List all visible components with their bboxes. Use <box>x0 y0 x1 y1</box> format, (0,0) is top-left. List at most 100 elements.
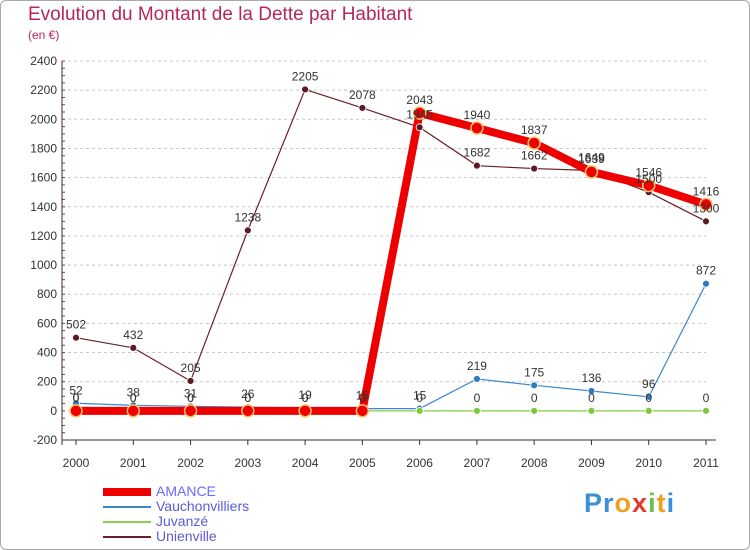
point-unienville <box>243 226 252 235</box>
data-label-unienville: 205 <box>181 361 201 375</box>
data-label-amance: 2043 <box>406 93 433 107</box>
data-label-unienville: 502 <box>66 318 86 332</box>
logo-letter: P <box>584 488 604 518</box>
legend-swatch <box>103 488 151 496</box>
data-label-juvanzé: 0 <box>130 391 137 405</box>
data-label-amance: 0 <box>130 391 137 405</box>
data-label-amance: 0 <box>244 391 251 405</box>
point-vauchonvilliers <box>644 392 653 401</box>
chart-unit: (en €) <box>28 28 60 42</box>
data-label-juvanzé: 0 <box>703 391 710 405</box>
proxiti-logo: Proxiti <box>584 488 675 519</box>
point-amance <box>699 197 713 212</box>
point-vauchonvilliers <box>473 375 481 383</box>
y-tick-label: 600 <box>37 316 57 330</box>
point-unienville <box>72 333 80 342</box>
x-tick-label: 2001 <box>120 456 147 470</box>
point-vauchonvilliers <box>702 279 710 288</box>
data-label-juvanzé: 0 <box>416 391 423 405</box>
data-label-unienville: 1682 <box>464 146 491 160</box>
point-amance <box>641 178 656 193</box>
y-tick-label: 1400 <box>30 200 57 214</box>
y-tick-label: 1600 <box>30 171 57 185</box>
y-tick-label: 1000 <box>30 258 57 272</box>
point-amance <box>584 165 599 179</box>
point-juvanzé <box>644 406 653 415</box>
data-label-unienville: 432 <box>123 328 143 342</box>
data-label-vauchonvilliers: 15 <box>413 389 427 403</box>
y-tick-label: 0 <box>50 404 57 418</box>
data-label-juvanzé: 0 <box>187 391 194 405</box>
data-label-vauchonvilliers: 38 <box>127 385 141 399</box>
point-amance <box>355 404 370 418</box>
y-tick-label: -200 <box>33 433 57 447</box>
point-amance <box>470 121 484 135</box>
legend-label: AMANCE <box>156 483 216 499</box>
data-label-juvanzé: 0 <box>645 391 652 405</box>
x-tick-label: 2010 <box>635 456 662 470</box>
logo-letter: t <box>656 488 667 518</box>
x-tick-label: 2002 <box>177 456 204 470</box>
data-label-vauchonvilliers: 175 <box>524 365 544 379</box>
y-tick-label: 2200 <box>30 83 57 97</box>
data-label-amance: 1546 <box>635 165 662 179</box>
point-amance <box>527 136 541 150</box>
data-label-vauchonvilliers: 19 <box>298 388 312 402</box>
x-tick-label: 2007 <box>464 456 491 470</box>
legend-swatch <box>103 521 151 523</box>
data-label-juvanzé: 0 <box>474 391 481 405</box>
logo-letter: i <box>666 488 676 518</box>
point-amance <box>298 404 312 418</box>
y-tick-label: 1200 <box>30 229 57 243</box>
data-label-vauchonvilliers: 136 <box>581 371 601 385</box>
logo-letter: r <box>603 488 615 518</box>
point-juvanzé <box>587 406 596 415</box>
data-label-vauchonvilliers: 31 <box>184 386 198 400</box>
data-label-amance: 0 <box>187 391 194 405</box>
legend-swatch <box>103 506 151 508</box>
data-label-amance: 1639 <box>578 152 605 166</box>
data-label-juvanzé: 0 <box>302 391 309 405</box>
point-unienville <box>702 217 710 226</box>
point-amance <box>241 404 255 418</box>
y-tick-label: 1800 <box>30 141 57 155</box>
point-vauchonvilliers <box>587 387 596 395</box>
data-label-vauchonvilliers: 15 <box>356 389 370 403</box>
point-juvanzé <box>530 406 539 415</box>
logo-letter: x <box>632 488 649 518</box>
data-label-amance: 0 <box>73 391 80 405</box>
data-label-unienville: 1238 <box>234 210 261 224</box>
x-tick-label: 2003 <box>234 456 261 470</box>
x-tick-label: 2004 <box>292 456 319 470</box>
legend-label: Juvanzé <box>156 513 209 529</box>
logo-letter: o <box>614 488 633 518</box>
data-label-unienville: 2205 <box>292 69 319 83</box>
point-amance <box>183 404 198 418</box>
logo-letter: i <box>648 488 657 518</box>
data-label-unienville: 1500 <box>635 172 662 186</box>
point-juvanzé <box>473 406 481 415</box>
x-tick-label: 2006 <box>406 456 433 470</box>
data-label-amance: 1940 <box>464 108 491 122</box>
point-unienville <box>358 104 367 112</box>
point-unienville <box>301 85 309 94</box>
data-label-juvanzé: 0 <box>73 391 80 405</box>
series-line-unienville <box>75 88 707 382</box>
y-tick-label: 400 <box>37 346 57 360</box>
point-amance <box>69 404 83 418</box>
x-tick-label: 2008 <box>521 456 548 470</box>
legend-label: Unienville <box>156 528 217 544</box>
data-label-unienville: 1945 <box>406 107 433 121</box>
data-label-amance: 1416 <box>693 184 720 198</box>
legend-swatch <box>103 536 151 538</box>
series-line-amance <box>76 109 708 415</box>
data-label-vauchonvilliers: 52 <box>69 383 83 397</box>
data-label-vauchonvilliers: 872 <box>696 264 716 278</box>
data-label-vauchonvilliers: 96 <box>642 377 656 391</box>
legend-label: Vauchonvilliers <box>156 498 250 514</box>
data-label-amance: 1837 <box>521 123 548 137</box>
x-tick-label: 2000 <box>63 456 90 470</box>
data-label-juvanzé: 0 <box>531 391 538 405</box>
